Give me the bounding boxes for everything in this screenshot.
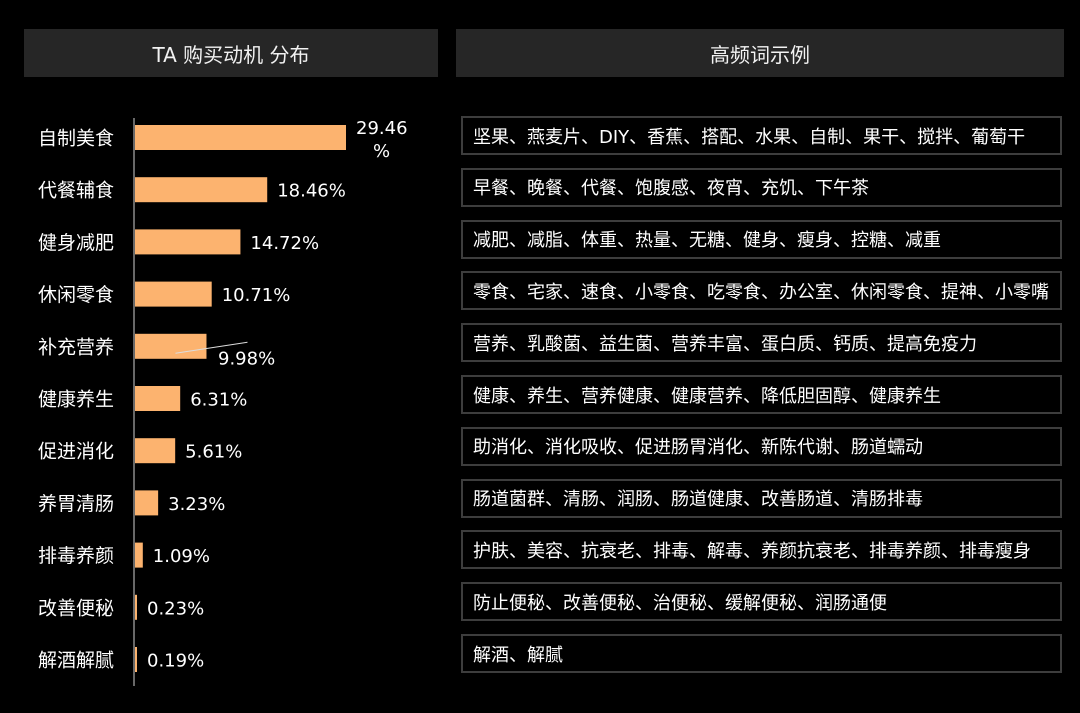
keyword-text: 防止便秘、改善便秘、治便秘、缓解便秘、润肠通便 bbox=[473, 592, 887, 614]
category-label: 促进消化 bbox=[38, 441, 114, 463]
category-label: 养胃清肠 bbox=[38, 493, 114, 515]
value-label: 0.23% bbox=[147, 598, 204, 619]
value-label: 29.46 bbox=[356, 118, 408, 139]
keyword-row: 坚果、燕麦片、DIY、香蕉、搭配、水果、自制、果干、搅拌、葡萄干 bbox=[461, 116, 1062, 155]
keyword-row: 护肤、美容、抗衰老、排毒、解毒、养颜抗衰老、排毒养颜、排毒瘦身 bbox=[461, 530, 1062, 570]
value-label: 6.31% bbox=[190, 390, 247, 411]
keyword-row: 肠道菌群、清肠、润肠、肠道健康、改善肠道、清肠排毒 bbox=[461, 478, 1062, 518]
bar bbox=[135, 333, 207, 359]
keyword-row: 防止便秘、改善便秘、治便秘、缓解便秘、润肠通便 bbox=[461, 582, 1062, 622]
value-label: 5.61% bbox=[185, 442, 242, 463]
category-label: 补充营养 bbox=[38, 336, 114, 358]
category-label: 改善便秘 bbox=[38, 597, 114, 619]
chart-header: TA 购买动机 分布 bbox=[24, 29, 438, 77]
category-label: 代餐辅食 bbox=[38, 180, 114, 202]
keyword-row: 解酒、解腻 bbox=[461, 634, 1062, 673]
value-label: 3.23% bbox=[168, 494, 225, 515]
value-label-unit: % bbox=[373, 141, 390, 162]
keyword-row: 健康、养生、营养健康、健康营养、降低胆固醇、健康养生 bbox=[461, 375, 1062, 414]
bar bbox=[135, 125, 346, 150]
keyword-row: 营养、乳酸菌、益生菌、营养丰富、蛋白质、钙质、提高免疫力 bbox=[461, 323, 1062, 363]
keywords-header-title: 高频词示例 bbox=[710, 42, 810, 67]
category-label: 健康养生 bbox=[38, 389, 114, 411]
keyword-text: 护肤、美容、抗衰老、排毒、解毒、养颜抗衰老、排毒养颜、排毒瘦身 bbox=[473, 540, 1031, 562]
keyword-text: 坚果、燕麦片、DIY、香蕉、搭配、水果、自制、果干、搅拌、葡萄干 bbox=[473, 126, 1026, 148]
value-label: 9.98% bbox=[218, 348, 275, 369]
keyword-text: 健康、养生、营养健康、健康营养、降低胆固醇、健康养生 bbox=[473, 385, 941, 407]
keyword-text: 营养、乳酸菌、益生菌、营养丰富、蛋白质、钙质、提高免疫力 bbox=[473, 333, 977, 355]
category-label: 健身减肥 bbox=[38, 232, 114, 254]
keyword-text: 减肥、减脂、体重、热量、无糖、健身、瘦身、控糖、减重 bbox=[473, 230, 941, 252]
keyword-row: 减肥、减脂、体重、热量、无糖、健身、瘦身、控糖、减重 bbox=[461, 219, 1062, 259]
keyword-text: 早餐、晚餐、代餐、饱腹感、夜宵、充饥、下午茶 bbox=[473, 178, 869, 200]
value-label: 10.71% bbox=[222, 285, 291, 306]
value-label: 14.72% bbox=[250, 233, 319, 254]
category-label: 排毒养颜 bbox=[38, 545, 114, 567]
bar bbox=[135, 594, 137, 620]
bar bbox=[135, 281, 212, 307]
keyword-text: 解酒、解腻 bbox=[473, 644, 563, 666]
category-label: 自制美食 bbox=[38, 128, 114, 150]
value-label: 0.19% bbox=[147, 651, 204, 672]
bar bbox=[135, 177, 268, 203]
keyword-row: 零食、宅家、速食、小零食、吃零食、办公室、休闲零食、提神、小零嘴 bbox=[461, 271, 1062, 311]
bar bbox=[135, 542, 143, 568]
category-label: 解酒解腻 bbox=[38, 650, 114, 672]
bar bbox=[135, 438, 176, 464]
keyword-text: 零食、宅家、速食、小零食、吃零食、办公室、休闲零食、提神、小零嘴 bbox=[473, 281, 1049, 303]
chart-header-title: TA 购买动机 分布 bbox=[152, 42, 310, 67]
bar bbox=[135, 647, 137, 672]
category-label: 休闲零食 bbox=[38, 284, 114, 306]
value-label: 18.46% bbox=[277, 181, 346, 202]
bar bbox=[135, 386, 181, 411]
motive-bar-chart: 自制美食 29.46% 代餐辅食 18.46% 健身减肥 14.72% 休闲零食 10.71%… bbox=[38, 118, 408, 686]
value-label: 1.09% bbox=[153, 546, 210, 567]
label-leader-line bbox=[175, 341, 248, 354]
bar bbox=[135, 490, 159, 516]
keyword-text: 肠道菌群、清肠、润肠、肠道健康、改善肠道、清肠排毒 bbox=[473, 489, 923, 511]
keyword-row: 早餐、晚餐、代餐、饱腹感、夜宵、充饥、下午茶 bbox=[461, 167, 1062, 207]
keywords-header: 高频词示例 bbox=[456, 29, 1064, 77]
keyword-text: 助消化、消化吸收、促进肠胃消化、新陈代谢、肠道蠕动 bbox=[473, 437, 923, 459]
bar bbox=[135, 229, 241, 255]
keyword-row: 助消化、消化吸收、促进肠胃消化、新陈代谢、肠道蠕动 bbox=[461, 426, 1062, 466]
